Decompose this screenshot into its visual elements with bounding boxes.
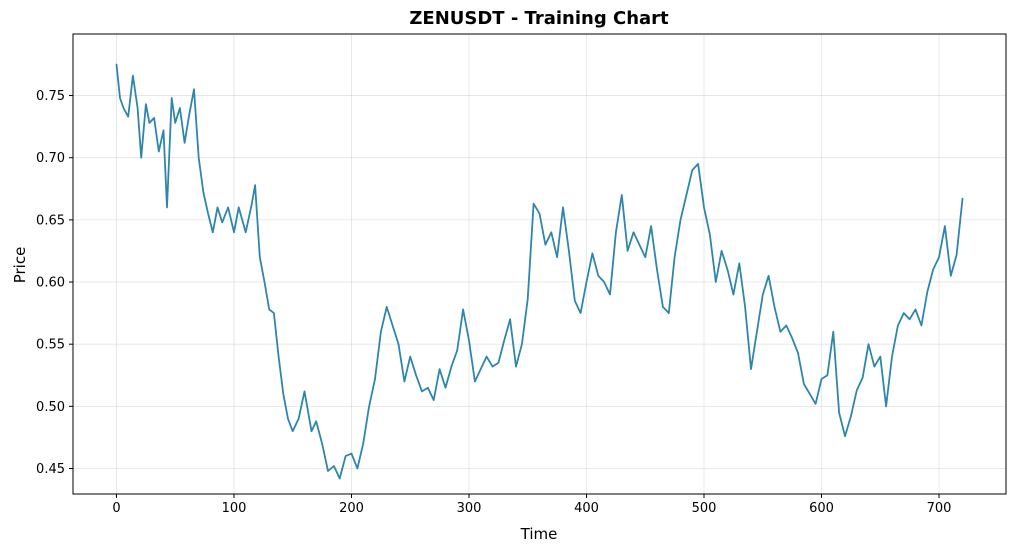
chart-title: ZENUSDT - Training Chart xyxy=(409,8,669,29)
x-tick-label: 200 xyxy=(339,501,364,516)
x-tick-label: 100 xyxy=(222,501,247,516)
y-tick-label: 0.75 xyxy=(36,89,65,104)
x-tick-label: 600 xyxy=(809,501,834,516)
x-tick-label: 500 xyxy=(692,501,717,516)
x-tick-label: 300 xyxy=(457,501,482,516)
plot-area-frame xyxy=(72,33,1007,495)
y-tick-label: 0.55 xyxy=(36,338,65,353)
y-tick-label: 0.50 xyxy=(36,400,65,415)
x-tick-label: 400 xyxy=(574,501,599,516)
y-tick-label: 0.45 xyxy=(36,462,65,477)
grid-lines xyxy=(73,34,1006,494)
y-tick-label: 0.70 xyxy=(36,151,65,166)
x-tick-label: 700 xyxy=(927,501,952,516)
y-tick-label: 0.65 xyxy=(36,213,65,228)
y-tick-label: 0.60 xyxy=(36,276,65,291)
price-series-line xyxy=(115,63,964,480)
x-tick-label: 0 xyxy=(112,501,120,516)
y-axis-ticks: 0.45 0.50 0.55 0.60 0.65 0.70 0.75 xyxy=(36,89,73,477)
x-axis-label: Time xyxy=(520,525,558,543)
y-axis-label: Price xyxy=(11,247,29,284)
x-axis-ticks: 0 100 200 300 400 500 600 700 xyxy=(112,494,951,516)
